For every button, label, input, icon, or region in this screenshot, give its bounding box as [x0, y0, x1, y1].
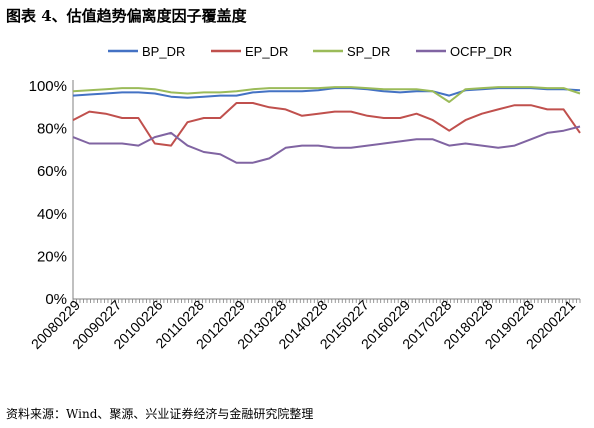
- axes: [72, 80, 581, 303]
- legend-label: BP_DR: [142, 44, 185, 59]
- legend-label: SP_DR: [347, 44, 390, 59]
- series-line-ep-dr: [72, 102, 581, 147]
- series-line-bp-dr: [72, 87, 581, 99]
- y-tick-label: 60%: [37, 163, 67, 180]
- y-axis-ticks: 0% 20% 40% 60% 80% 100%: [29, 78, 67, 308]
- series-line-ocfp-dr: [72, 125, 581, 164]
- series-line-sp-dr: [72, 86, 581, 103]
- chart-title: 图表 4、估值趋势偏离度因子覆盖度: [6, 7, 247, 25]
- x-axis-ticks: 2008022920090227201002262011022820120229…: [28, 297, 579, 353]
- source-note: 资料来源：Wind、聚源、兴业证券经济与金融研究院整理: [6, 407, 314, 421]
- legend: BP_DR EP_DR SP_DR OCFP_DR: [108, 44, 512, 59]
- y-tick-label: 20%: [37, 248, 67, 265]
- series-lines: [72, 86, 581, 164]
- legend-label: EP_DR: [245, 44, 288, 59]
- y-tick-label: 100%: [29, 78, 67, 95]
- y-tick-label: 40%: [37, 206, 67, 223]
- line-chart: BP_DR EP_DR SP_DR OCFP_DR 0% 20% 40% 60% 80% 100…: [28, 44, 581, 353]
- y-tick-label: 80%: [37, 121, 67, 138]
- legend-label: OCFP_DR: [450, 44, 512, 59]
- y-tick-label: 0%: [45, 291, 67, 308]
